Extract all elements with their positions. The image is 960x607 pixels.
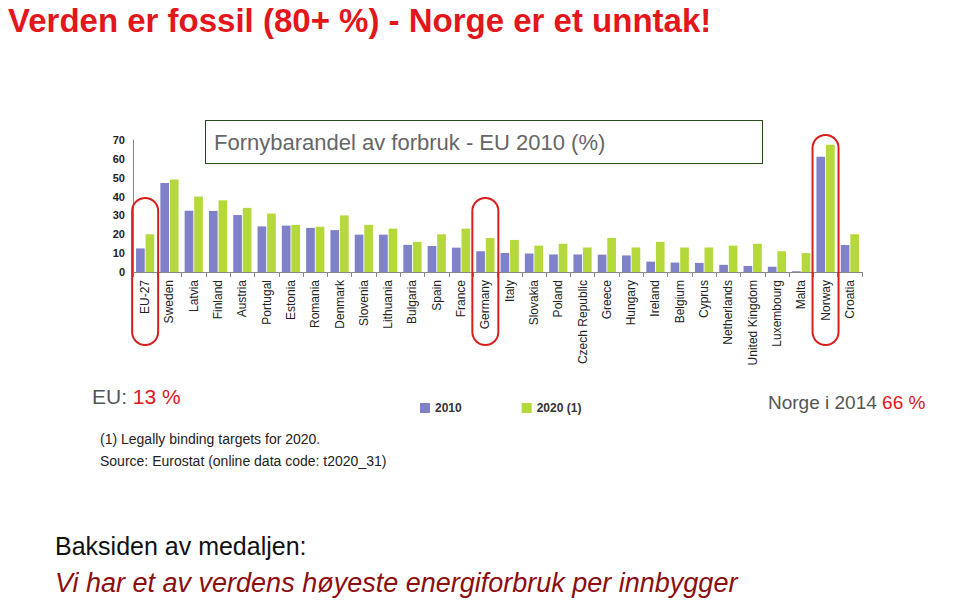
svg-text:0: 0 bbox=[119, 266, 125, 278]
svg-text:Norway: Norway bbox=[819, 280, 833, 321]
svg-text:Slovakia: Slovakia bbox=[527, 280, 541, 326]
svg-text:40: 40 bbox=[113, 191, 125, 203]
svg-text:Latvia: Latvia bbox=[187, 280, 201, 312]
svg-text:Spain: Spain bbox=[430, 280, 444, 311]
svg-text:Lithuania: Lithuania bbox=[381, 280, 395, 329]
svg-text:Belgium: Belgium bbox=[673, 280, 687, 323]
svg-text:Cyprus: Cyprus bbox=[697, 280, 711, 318]
svg-text:Netherlands: Netherlands bbox=[721, 280, 735, 345]
svg-text:Poland: Poland bbox=[551, 280, 565, 317]
svg-text:Estonia: Estonia bbox=[284, 280, 298, 320]
svg-text:2020 (1): 2020 (1) bbox=[537, 401, 582, 415]
svg-text:Malta: Malta bbox=[794, 280, 808, 310]
svg-text:70: 70 bbox=[113, 134, 125, 146]
html-text:Source: Eurostat (online data: Source: Eurostat (online data code: t202… bbox=[100, 453, 387, 469]
html-text:Fornybarandel av forbruk - EU: Fornybarandel av forbruk - EU 2010 (%) bbox=[214, 130, 606, 155]
html-text:Norge i 2014 66 %: Norge i 2014 66 % bbox=[768, 392, 926, 413]
svg-text:10: 10 bbox=[113, 247, 125, 259]
svg-text:30: 30 bbox=[113, 209, 125, 221]
svg-text:Sweden: Sweden bbox=[162, 280, 176, 323]
svg-text:Czech Republic: Czech Republic bbox=[576, 280, 590, 364]
svg-text:Germany: Germany bbox=[478, 280, 492, 329]
svg-text:Ireland: Ireland bbox=[648, 280, 662, 317]
svg-text:60: 60 bbox=[113, 153, 125, 165]
svg-text:Denmark: Denmark bbox=[333, 279, 347, 329]
svg-text:Austria: Austria bbox=[235, 280, 249, 318]
svg-text:20: 20 bbox=[113, 228, 125, 240]
svg-text:Portugal: Portugal bbox=[260, 280, 274, 325]
svg-text:Slovenia: Slovenia bbox=[357, 280, 371, 326]
svg-text:Greece: Greece bbox=[600, 280, 614, 320]
html-text:Verden er fossil (80+ %) - Nor: Verden er fossil (80+ %) - Norge er et u… bbox=[8, 2, 712, 39]
html-text:EU: 13 %: EU: 13 % bbox=[92, 385, 181, 408]
svg-text:EU-27: EU-27 bbox=[138, 280, 152, 314]
svg-text:United Kingdom: United Kingdom bbox=[746, 280, 760, 365]
svg-text:2010: 2010 bbox=[435, 401, 462, 415]
html-text:(1) Legally binding targets fo: (1) Legally binding targets for 2020. bbox=[100, 431, 321, 447]
svg-text:Luxembourg: Luxembourg bbox=[770, 280, 784, 347]
svg-text:50: 50 bbox=[113, 172, 125, 184]
svg-text:France: France bbox=[454, 280, 468, 318]
svg-text:Hungary: Hungary bbox=[624, 280, 638, 325]
svg-text:Croatia: Croatia bbox=[843, 280, 857, 319]
svg-text:Romania: Romania bbox=[308, 280, 322, 328]
svg-text:Italy: Italy bbox=[503, 280, 517, 302]
svg-text:Bulgaria: Bulgaria bbox=[405, 280, 419, 324]
svg-text:Finland: Finland bbox=[211, 280, 225, 319]
html-text:Baksiden av medaljen:: Baksiden av medaljen: bbox=[55, 532, 307, 560]
html-text:Vi har et av verdens høyeste e: Vi har et av verdens høyeste energiforbr… bbox=[55, 568, 738, 598]
